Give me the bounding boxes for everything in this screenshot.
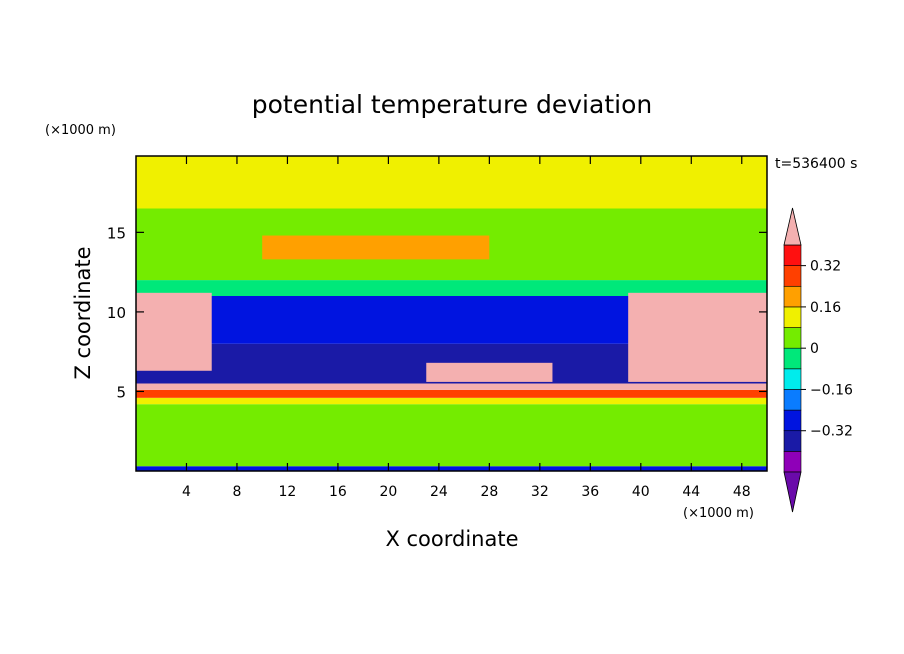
x-tick-label: 20 [379, 484, 397, 500]
colorbar-swatch [783, 327, 802, 349]
time-label: t=536400 s [775, 156, 857, 172]
colorbar-swatch [783, 244, 802, 266]
x-tick-label: 12 [279, 484, 297, 500]
y-unit-label: (×1000 m) [45, 123, 116, 138]
x-tick-label: 32 [531, 484, 549, 500]
y-axis-label: Z coordinate [71, 246, 95, 379]
colorbar-extend-bottom [783, 471, 802, 513]
y-tick-label: 15 [107, 224, 126, 242]
x-tick-label: 24 [430, 484, 448, 500]
plot-frame [135, 155, 768, 472]
colorbar-swatch [783, 430, 802, 452]
colorbar: 0.32 0.16 0 −0.16 −0.32 [783, 207, 853, 513]
x-tick-label: 48 [733, 484, 751, 500]
field-band [136, 383, 767, 390]
colorbar-swatch [783, 306, 802, 328]
field-band [136, 156, 767, 209]
colorbar-extend-top [783, 207, 802, 246]
y-axis: 5 10 15 [107, 224, 767, 401]
x-unit-label: (×1000 m) [683, 506, 754, 521]
x-tick-label: 28 [480, 484, 498, 500]
y-tick-label: 10 [107, 304, 126, 322]
colorbar-label: 0 [810, 341, 819, 357]
x-tick-label: 8 [232, 484, 241, 500]
colorbar-swatch [783, 451, 802, 473]
heatmap-plot-area [136, 156, 767, 471]
x-tick-label: 44 [682, 484, 700, 500]
x-tick-label: 36 [581, 484, 599, 500]
colorbar-label: 0.32 [810, 259, 841, 275]
field-region [262, 235, 490, 260]
field-band [136, 404, 767, 467]
chart-title: potential temperature deviation [252, 90, 652, 119]
field-band [136, 280, 767, 296]
field-band [136, 466, 767, 471]
field-region [628, 292, 767, 382]
colorbar-swatch [783, 347, 802, 370]
x-tick-label: 40 [632, 484, 650, 500]
colorbar-swatch [783, 285, 802, 308]
x-tick-label: 4 [182, 484, 191, 500]
field-region [426, 362, 553, 382]
colorbar-label: −0.16 [810, 382, 853, 398]
colorbar-swatch [783, 409, 802, 432]
field-region [136, 292, 212, 371]
colorbar-swatch [783, 368, 802, 390]
colorbar-swatch [783, 389, 802, 411]
x-tick-label: 16 [329, 484, 347, 500]
colorbar-label: 0.16 [810, 300, 841, 316]
y-tick-label: 5 [116, 383, 126, 401]
x-axis-label: X coordinate [385, 527, 518, 551]
field-band [136, 389, 767, 398]
colorbar-swatch [783, 265, 802, 287]
field-band [136, 397, 767, 405]
colorbar-label: −0.32 [810, 424, 853, 440]
x-axis: 4 8 12 16 20 24 28 32 36 40 44 48 [182, 156, 751, 500]
